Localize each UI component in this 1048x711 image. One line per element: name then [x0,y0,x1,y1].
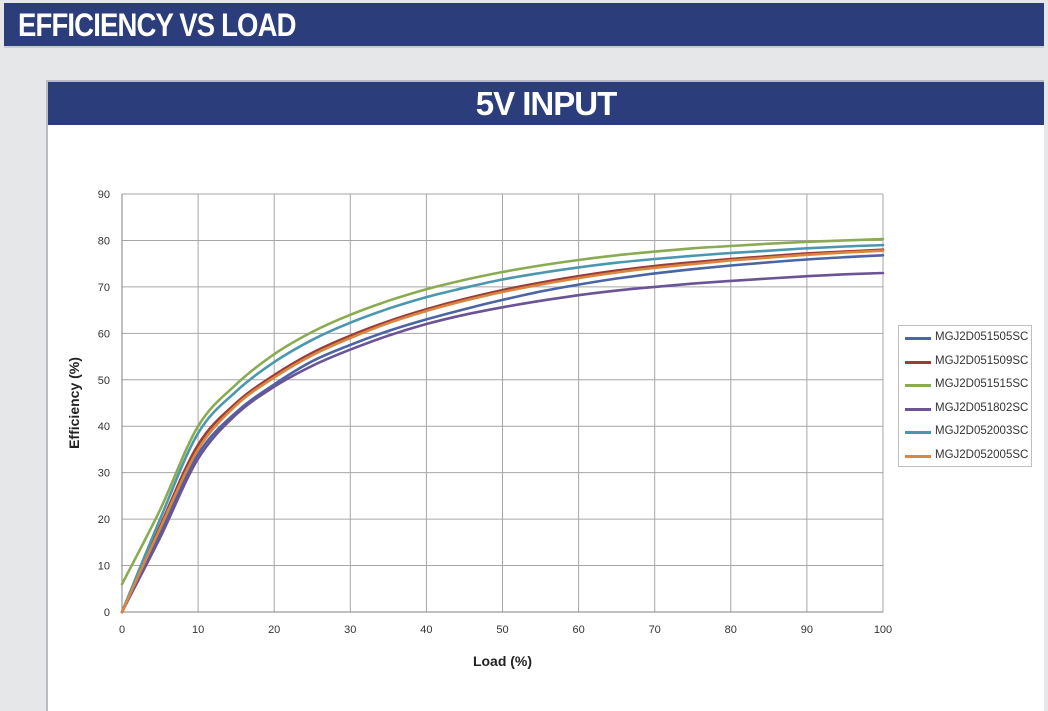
legend-label: MGJ2D052005SC [935,448,1029,461]
legend-label: MGJ2D051802SC [935,401,1029,414]
legend-label: MGJ2D051515SC [935,378,1029,390]
y-tick-label: 90 [98,189,110,201]
y-tick-label: 0 [104,607,110,619]
y-tick-label: 40 [98,421,110,433]
legend-label: MGJ2D051509SC [935,354,1029,367]
y-tick-label: 10 [98,561,110,573]
chart-header: 5V INPUT [48,82,1044,125]
legend-swatch [905,454,931,458]
series-line-mgj2d052003sc [120,243,885,614]
legend-item-mgj2d052003sc: MGJ2D052003SC [905,424,1029,442]
y-tick-label: 70 [98,282,110,294]
page-title: EFFICIENCY VS LOAD [18,7,296,43]
legend-item-mgj2d052005sc: MGJ2D052005SC [905,448,1029,466]
x-tick-label: 40 [420,624,432,636]
y-axis-label: Efficiency (%) [66,357,82,449]
page-title-banner: EFFICIENCY VS LOAD [4,3,1044,48]
x-tick-label: 10 [192,624,204,636]
legend-label: MGJ2D052003SC [935,425,1029,437]
x-axis-label: Load (%) [473,653,532,669]
y-tick-label: 80 [98,235,110,247]
y-tick-label: 20 [98,514,110,526]
x-tick-label: 90 [801,624,813,636]
legend-swatch [905,431,931,434]
x-tick-label: 0 [119,624,125,636]
x-tick-label: 50 [496,624,508,636]
series-line-mgj2d051505sc [120,254,885,614]
x-tick-label: 30 [344,624,356,636]
legend-label: MGJ2D051505SC [935,331,1029,343]
x-tick-label: 100 [874,624,892,636]
legend-item-mgj2d051509sc: MGJ2D051509SC [905,354,1029,372]
x-tick-label: 80 [725,624,737,636]
chart-legend: MGJ2D051505SC MGJ2D051509SC MGJ2D051515SC M… [898,325,1032,467]
legend-swatch [905,407,931,411]
y-tick-label: 50 [98,375,110,387]
series-line-mgj2d051509sc [120,248,885,614]
y-tick-label: 30 [98,468,110,480]
chart-title: 5V INPUT [475,85,618,122]
legend-swatch [905,384,931,387]
legend-item-mgj2d051505sc: MGJ2D051505SC [905,330,1029,348]
series-line-mgj2d052005sc [120,249,885,614]
x-tick-label: 20 [268,624,280,636]
legend-item-mgj2d051802sc: MGJ2D051802SC [905,401,1029,419]
legend-swatch [905,360,931,364]
legend-swatch [905,337,931,340]
series-line-mgj2d051515sc [120,237,885,586]
series-line-mgj2d051802sc [120,271,885,614]
y-tick-label: 60 [98,328,110,340]
chart-panel: 5V INPUT [46,80,1044,711]
x-tick-label: 70 [649,624,661,636]
x-tick-label: 60 [572,624,584,636]
legend-item-mgj2d051515sc: MGJ2D051515SC [905,377,1029,395]
